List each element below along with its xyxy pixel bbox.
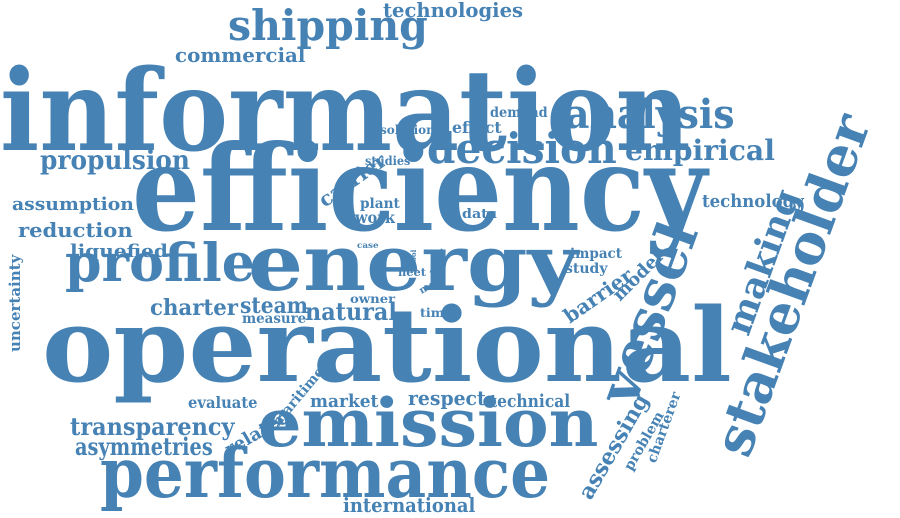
word-energy: energy (248, 218, 578, 309)
word-performance: performance (100, 434, 551, 514)
word-effect: effect (452, 118, 502, 137)
word-technologies: technologies (383, 0, 524, 22)
word-transparency: transparency (70, 412, 235, 441)
word-natural: natural (305, 297, 397, 326)
word-efficiency: efficiency (132, 119, 708, 258)
word-operational: operational (42, 286, 732, 406)
word-respect: respect (408, 386, 486, 410)
word-owner: owner (350, 292, 396, 306)
word-international: international (343, 493, 476, 517)
word-propulsion: propulsion (40, 146, 190, 176)
word-shipping: shipping (228, 1, 428, 50)
word-time: time (420, 306, 453, 320)
word-steam: steam (240, 293, 309, 319)
word-commercial: commercial (175, 43, 306, 67)
word-assumption: assumption (12, 194, 134, 215)
word-technical: technical (490, 391, 571, 412)
word-charter: charter (150, 295, 238, 321)
word-study: study (565, 261, 608, 277)
word-evaluate: evaluate (188, 393, 258, 412)
word-impact: impact (570, 246, 622, 262)
word-case: case (357, 240, 379, 250)
word-asymmetries: asymmetries (75, 432, 213, 461)
word-data: data (462, 207, 497, 222)
word-profile: profile (65, 233, 256, 294)
word-measure: measure (242, 311, 307, 327)
word-market: market (310, 391, 379, 412)
word-work: work (355, 208, 395, 227)
word-uncertainty: uncertainty (6, 254, 24, 352)
word-technology: technology (702, 191, 804, 212)
word-empirical: empirical (625, 134, 775, 167)
word-liquefied: liquefied (70, 241, 168, 262)
word-analysis: analysis (565, 91, 735, 138)
word-demand: demand (490, 105, 548, 121)
word-solution: solution (380, 123, 435, 137)
word-information: information (0, 46, 691, 177)
word-tool: tool (409, 249, 418, 265)
word-emission: emission (258, 384, 599, 462)
word-plant: plant (360, 196, 400, 212)
word-reduction: reduction (18, 218, 133, 242)
word-fleet: fleet (398, 266, 427, 279)
word-studies: studies (365, 154, 411, 168)
word-decision: decision (427, 124, 617, 173)
